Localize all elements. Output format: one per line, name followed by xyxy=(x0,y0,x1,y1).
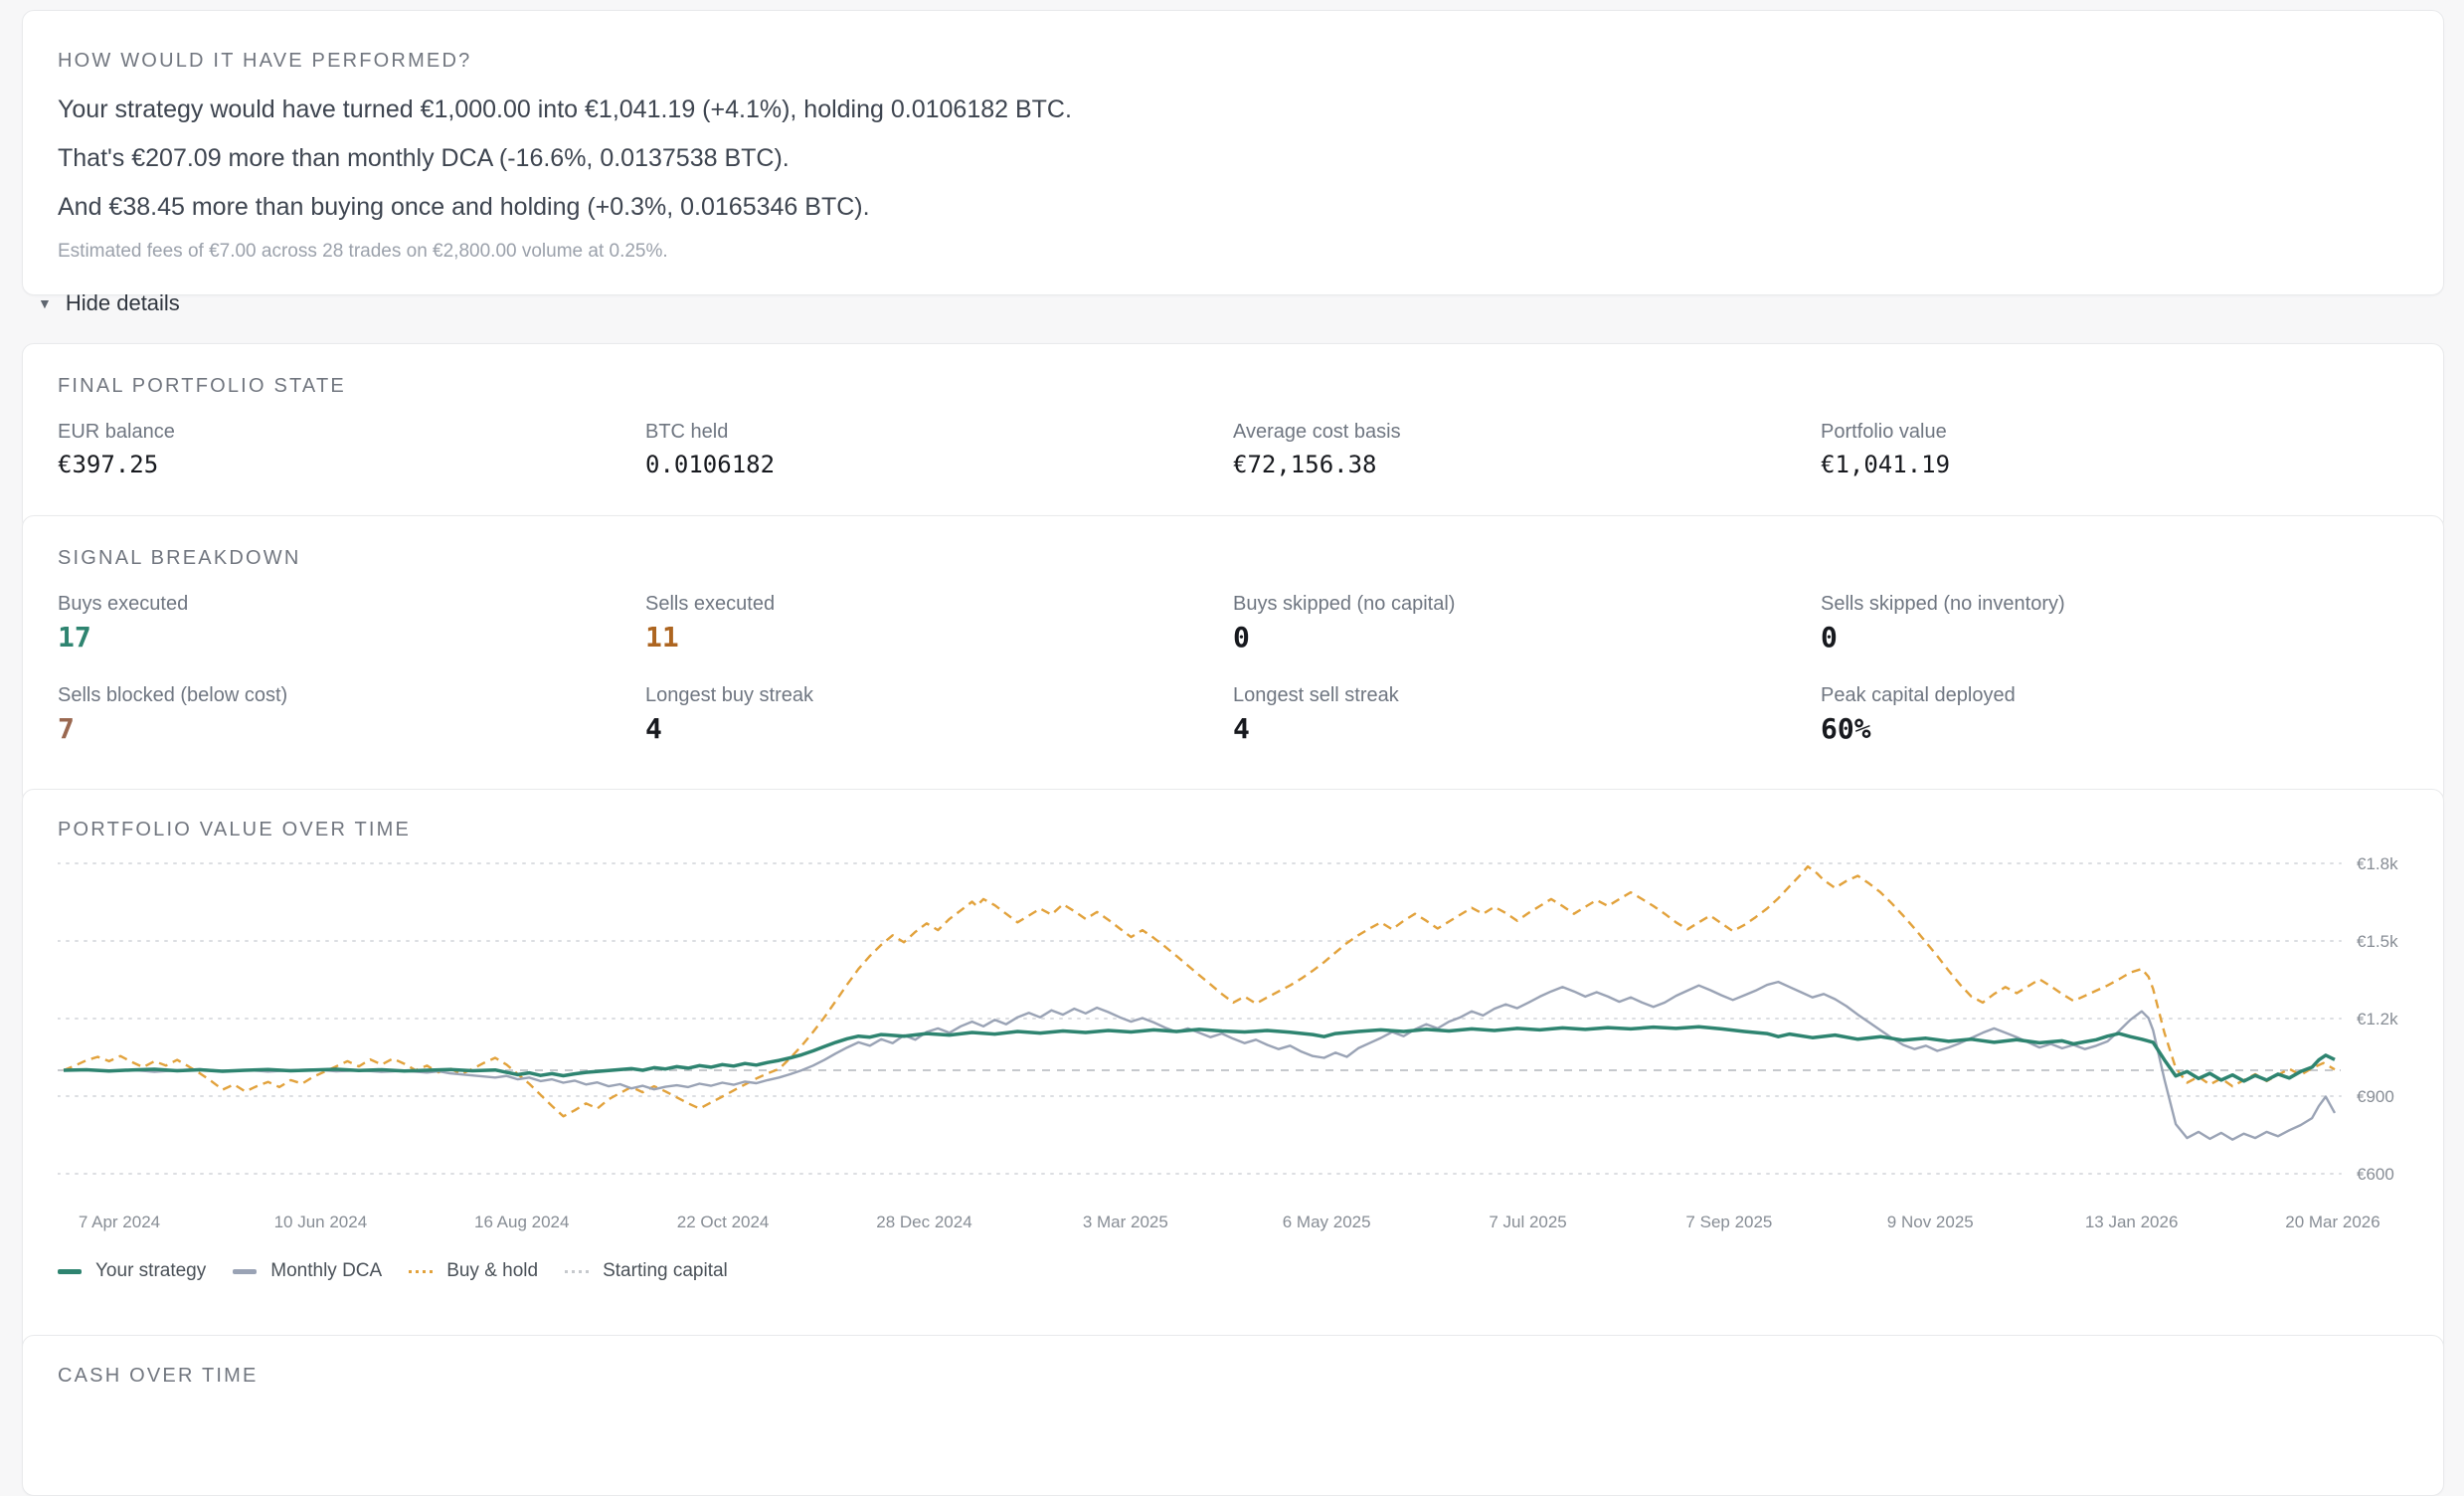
stat-longest-buy-streak: Longest buy streak 4 xyxy=(645,685,1233,744)
svg-text:6 May 2025: 6 May 2025 xyxy=(1283,1213,1371,1231)
summary-line-strategy: Your strategy would have turned €1,000.0… xyxy=(58,97,2408,122)
summary-title: HOW WOULD IT HAVE PERFORMED? xyxy=(58,51,2408,71)
legend-label: Your strategy xyxy=(95,1260,206,1282)
cash-chart-card: CASH OVER TIME xyxy=(22,1335,2444,1496)
performance-summary-card: HOW WOULD IT HAVE PERFORMED? Your strate… xyxy=(22,10,2444,295)
svg-text:13 Jan 2026: 13 Jan 2026 xyxy=(2085,1213,2179,1231)
stat-btc-held: BTC held 0.0106182 xyxy=(645,422,1233,477)
stat-sells-blocked: Sells blocked (below cost) 7 xyxy=(58,685,645,744)
svg-text:16 Aug 2024: 16 Aug 2024 xyxy=(474,1213,569,1231)
final-portfolio-card: FINAL PORTFOLIO STATE EUR balance €397.2… xyxy=(22,343,2444,531)
portfolio-chart-card: PORTFOLIO VALUE OVER TIME €1.8k €1.5k €1.2… xyxy=(22,789,2444,1355)
triangle-down-icon: ▼ xyxy=(38,296,52,310)
stat-sells-executed: Sells executed 11 xyxy=(645,594,1233,653)
svg-text:€900: €900 xyxy=(2357,1087,2394,1106)
stat-buys-skipped: Buys skipped (no capital) 0 xyxy=(1233,594,1821,653)
signal-breakdown-grid: Buys executed 17 Sells executed 11 Buys … xyxy=(58,594,2408,744)
svg-text:7 Apr 2024: 7 Apr 2024 xyxy=(79,1213,160,1231)
signal-breakdown-title: SIGNAL BREAKDOWN xyxy=(58,548,2408,568)
svg-text:€600: €600 xyxy=(2357,1165,2394,1184)
final-portfolio-title: FINAL PORTFOLIO STATE xyxy=(58,376,2408,396)
svg-text:20 Mar 2026: 20 Mar 2026 xyxy=(2285,1213,2379,1231)
stat-longest-sell-streak: Longest sell streak 4 xyxy=(1233,685,1821,744)
legend-item-buy-and-hold: Buy & hold xyxy=(409,1260,538,1282)
svg-text:€1.8k: €1.8k xyxy=(2357,854,2398,873)
svg-text:€1.2k: €1.2k xyxy=(2357,1010,2398,1028)
svg-text:€1.5k: €1.5k xyxy=(2357,932,2398,951)
hide-details-label: Hide details xyxy=(66,290,180,316)
chart-legend: Your strategy Monthly DCA Buy & hold Sta… xyxy=(58,1259,2408,1283)
svg-text:7 Jul 2025: 7 Jul 2025 xyxy=(1489,1213,1566,1231)
legend-item-monthly-dca: Monthly DCA xyxy=(233,1260,382,1282)
svg-text:9 Nov 2025: 9 Nov 2025 xyxy=(1887,1213,1974,1231)
stat-avg-cost-basis: Average cost basis €72,156.38 xyxy=(1233,422,1821,477)
legend-label: Starting capital xyxy=(603,1260,728,1282)
svg-text:28 Dec 2024: 28 Dec 2024 xyxy=(876,1213,971,1231)
summary-line-vs-hold: And €38.45 more than buying once and hol… xyxy=(58,195,2408,220)
svg-text:22 Oct 2024: 22 Oct 2024 xyxy=(677,1213,770,1231)
stat-sells-skipped: Sells skipped (no inventory) 0 xyxy=(1821,594,2408,653)
hide-details-toggle[interactable]: ▼ Hide details xyxy=(38,290,180,316)
svg-text:7 Sep 2025: 7 Sep 2025 xyxy=(1685,1213,1772,1231)
legend-swatch-starting-capital xyxy=(565,1270,589,1273)
portfolio-value-chart: €1.8k €1.5k €1.2k €900 €600 7 Apr 2024 10 Jun … xyxy=(58,847,2408,1245)
legend-swatch-monthly-dca xyxy=(233,1269,257,1274)
fees-note: Estimated fees of €7.00 across 28 trades… xyxy=(58,242,2408,261)
legend-item-your-strategy: Your strategy xyxy=(58,1260,206,1282)
stat-peak-capital: Peak capital deployed 60% xyxy=(1821,685,2408,744)
final-portfolio-grid: EUR balance €397.25 BTC held 0.0106182 A… xyxy=(58,422,2408,477)
legend-label: Buy & hold xyxy=(446,1260,538,1282)
cash-chart-title: CASH OVER TIME xyxy=(58,1366,2408,1386)
legend-item-starting-capital: Starting capital xyxy=(565,1260,728,1282)
signal-breakdown-card: SIGNAL BREAKDOWN Buys executed 17 Sells … xyxy=(22,515,2444,805)
stat-portfolio-value: Portfolio value €1,041.19 xyxy=(1821,422,2408,477)
legend-label: Monthly DCA xyxy=(270,1260,382,1282)
portfolio-chart-title: PORTFOLIO VALUE OVER TIME xyxy=(58,820,2408,840)
stat-eur-balance: EUR balance €397.25 xyxy=(58,422,645,477)
summary-line-vs-dca: That's €207.09 more than monthly DCA (-1… xyxy=(58,146,2408,171)
svg-text:10 Jun 2024: 10 Jun 2024 xyxy=(274,1213,368,1231)
legend-swatch-buy-and-hold xyxy=(409,1270,433,1273)
svg-text:3 Mar 2025: 3 Mar 2025 xyxy=(1083,1213,1168,1231)
stat-buys-executed: Buys executed 17 xyxy=(58,594,645,653)
legend-swatch-your-strategy xyxy=(58,1269,82,1274)
